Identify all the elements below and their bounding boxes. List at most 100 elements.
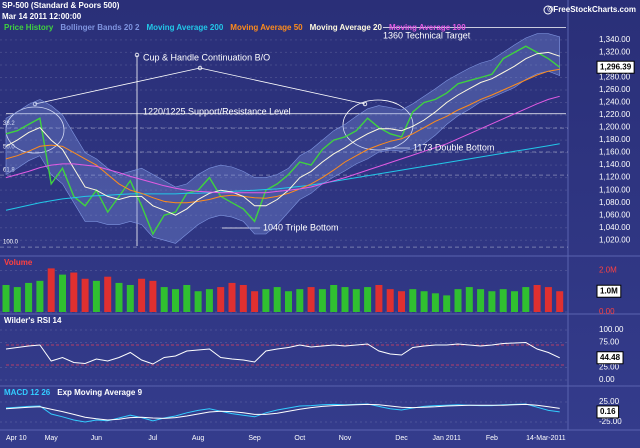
- series-line: [5, 403, 560, 421]
- volume-bar: [239, 285, 247, 312]
- y-tick-label: 0.00: [599, 375, 615, 384]
- volume-bar: [251, 291, 259, 312]
- volume-bar: [352, 289, 360, 312]
- y-tick-label: 25.00: [599, 397, 620, 406]
- drawings: [5, 52, 414, 246]
- legend-entry: MACD 12 26: [4, 388, 51, 397]
- annotation: 1360 Technical Target: [383, 30, 471, 40]
- volume-bar: [59, 274, 66, 312]
- y-tick-label: 1,200.00: [599, 123, 631, 132]
- x-tick-label: Jul: [148, 435, 157, 442]
- anchor: [134, 52, 140, 58]
- volume-bar: [25, 282, 33, 312]
- annotation: 1220/1225 Support/Resistance Level: [143, 106, 291, 116]
- credit: ©FreeStockCharts.com: [547, 5, 636, 14]
- volume-bar: [477, 289, 485, 312]
- x-tick-label: Apr 10: [6, 435, 27, 442]
- panel-separators: [0, 0, 640, 431]
- legend-entry: Wilder's RSI 14: [4, 316, 62, 325]
- y-tick-label: 1,100.00: [599, 185, 631, 194]
- volume-bar: [149, 280, 157, 312]
- volume-bar: [511, 291, 518, 312]
- volume-bar: [138, 278, 146, 312]
- legend-entry: Bollinger Bands 20 2: [60, 23, 140, 32]
- volume-bar: [556, 291, 564, 312]
- volume-bar: [409, 289, 417, 312]
- x-tick-label: Oct: [294, 435, 305, 442]
- x-tick-label: Jan 2011: [433, 435, 461, 442]
- volume-bar: [465, 287, 473, 312]
- legend-entry: Exp Moving Average 9: [57, 388, 142, 397]
- y-tick-label: 1,260.00: [599, 85, 631, 94]
- volume-bar: [307, 287, 315, 312]
- last-value-box: [596, 60, 635, 74]
- anchor: [362, 101, 368, 107]
- volume-bar: [522, 287, 530, 312]
- volume-bar: [330, 285, 338, 312]
- x-tick-label: Nov: [339, 435, 352, 442]
- y-tick-label: 1,040.00: [599, 223, 631, 232]
- y-tick-label: 1,340.00: [599, 35, 631, 44]
- series-line: [5, 143, 560, 211]
- volume-bar: [375, 285, 383, 312]
- y-tick-label: 1,120.00: [599, 173, 631, 182]
- volume-bar: [533, 285, 541, 312]
- volume-bar: [47, 268, 55, 312]
- anchor: [32, 101, 38, 107]
- series-line: [5, 95, 560, 194]
- volume-bar: [431, 293, 439, 312]
- last-value-label: 1.0M: [600, 286, 618, 295]
- volume-bar: [488, 291, 496, 312]
- volume-bar: [13, 287, 21, 312]
- y-tick-label: -25.00: [599, 417, 622, 426]
- y-tick-label: 1,080.00: [599, 198, 631, 207]
- y-tick-label: 1,240.00: [599, 98, 631, 107]
- x-tick-label: Sep: [248, 435, 261, 442]
- volume-bar: [2, 285, 10, 312]
- volume-bar: [160, 287, 168, 312]
- legend-entry: Moving Average 200: [147, 23, 224, 32]
- cup-lines: [34, 67, 366, 105]
- x-tick-label: Dec: [395, 435, 408, 442]
- x-tick-label: 14-Mar-2011: [526, 435, 566, 442]
- legend-entry: Moving Average 50: [230, 23, 303, 32]
- last-value-label: 44.48: [600, 353, 621, 362]
- volume-bar: [499, 289, 507, 312]
- x-tick-label: Feb: [486, 435, 498, 442]
- volume-bar: [273, 287, 281, 312]
- annotation: 1040 Triple Bottom: [263, 222, 339, 232]
- volume-bar: [341, 287, 349, 312]
- volume-bar: [262, 289, 270, 312]
- series-line: [5, 45, 561, 236]
- y-tick-label: 1,280.00: [599, 73, 631, 82]
- volume-bar: [115, 282, 123, 312]
- last-value-box: [596, 351, 624, 365]
- y-tick-label: 100.00: [599, 325, 624, 334]
- y-tick-label: 1,140.00: [599, 160, 631, 169]
- fib-label: 38.2: [3, 121, 15, 127]
- volume-bar: [194, 291, 202, 312]
- ellipse: [342, 99, 414, 151]
- volume-bar: [70, 272, 78, 312]
- y-tick-label: 2.0M: [599, 266, 617, 275]
- volume-bar: [420, 291, 428, 312]
- anchor: [197, 65, 203, 71]
- y-tick-label: 1,320.00: [599, 48, 631, 57]
- annotation: 1173 Double Bottom: [413, 142, 494, 152]
- volume-bar: [92, 280, 100, 312]
- volume-bar: [36, 280, 44, 312]
- credit-icon: [543, 5, 553, 15]
- last-value-box: [596, 405, 620, 419]
- last-value-label: 0.16: [600, 407, 616, 416]
- volume-bar: [364, 287, 372, 312]
- y-tick-label: 0.00: [599, 307, 615, 316]
- volume-bar: [104, 276, 112, 312]
- series-line: [5, 51, 560, 216]
- volume-bar: [544, 287, 552, 312]
- fib-label: 50.0: [3, 145, 15, 151]
- chart-title: SP-500 (Standard & Poors 500): [2, 1, 120, 10]
- fib-label: 61.8: [3, 168, 15, 174]
- fib-label: 100.0: [3, 240, 19, 246]
